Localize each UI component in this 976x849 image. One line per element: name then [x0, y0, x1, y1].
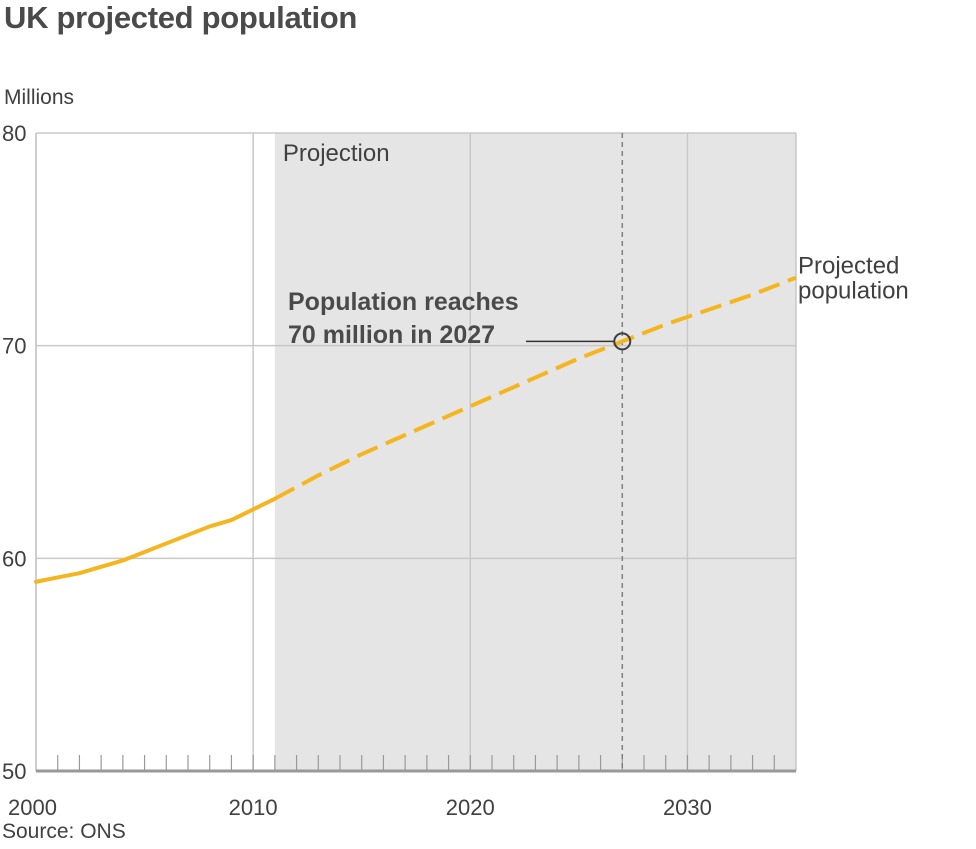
- grid-lines: [35, 132, 797, 773]
- x-tick-labels: 2000 2010 2020 2030: [8, 795, 712, 820]
- source-note: Source: ONS: [2, 820, 126, 843]
- y-tick-label-80: 80: [2, 121, 26, 146]
- y-tick-label-70: 70: [2, 334, 26, 359]
- series-line-projected: [273, 275, 797, 501]
- y-tick-label-60: 60: [2, 546, 26, 571]
- y-tick-labels: 50 60 70 80: [2, 121, 26, 784]
- series-label: Projected population: [798, 253, 909, 305]
- annotation-text-line2: 70 million in 2027: [288, 321, 495, 349]
- y-tick-label-50: 50: [2, 759, 26, 784]
- projection-band: [274, 133, 796, 771]
- chart-title: UK projected population: [4, 0, 358, 35]
- annotation-text-line1: Population reaches: [288, 288, 519, 316]
- annotation-marker: [613, 332, 632, 351]
- minor-ticks: [57, 755, 775, 771]
- x-tick-label-2010: 2010: [229, 795, 278, 820]
- projection-label: Projection: [283, 140, 390, 167]
- series-line-historic: [34, 496, 277, 584]
- x-tick-label-2030: 2030: [663, 795, 712, 820]
- x-tick-label-2020: 2020: [446, 795, 495, 820]
- y-axis-label: Millions: [4, 86, 74, 109]
- x-tick-label-2000: 2000: [8, 795, 57, 820]
